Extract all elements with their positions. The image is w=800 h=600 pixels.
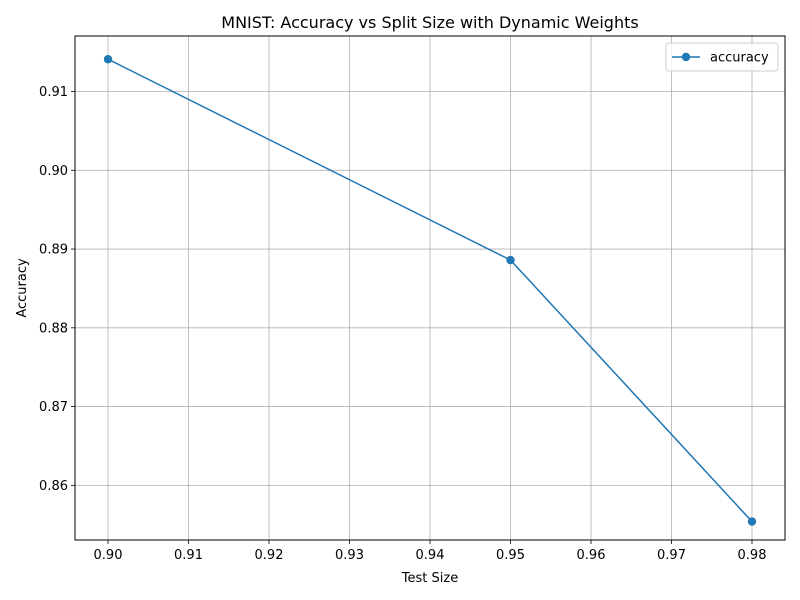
x-tick-label: 0.98 — [738, 548, 767, 563]
legend-marker-icon — [681, 52, 691, 62]
data-point — [747, 517, 757, 526]
data-point — [506, 255, 515, 265]
x-tick-label: 0.90 — [94, 548, 123, 563]
grid — [75, 36, 785, 540]
x-tick-label: 0.95 — [496, 548, 525, 563]
legend-box — [665, 42, 779, 72]
x-tick-label: 0.93 — [335, 548, 364, 563]
y-tick-label: 0.90 — [39, 164, 68, 179]
y-tick-label: 0.86 — [39, 479, 68, 494]
y-axis-label: Accuracy — [15, 258, 30, 318]
y-tick-label: 0.89 — [39, 243, 68, 258]
x-tick-label: 0.91 — [174, 548, 203, 563]
x-tick-label: 0.97 — [657, 548, 686, 563]
data-point — [103, 55, 113, 64]
chart-title: MNIST: Accuracy vs Split Size with Dynam… — [221, 13, 638, 32]
axis-ticks: 0.90 0.91 0.92 0.93 0.94 0.95 0.96 0.97 0.98 0.86… — [39, 85, 766, 563]
legend-label: accuracy — [710, 51, 769, 66]
series-layer — [103, 55, 757, 526]
y-tick-label: 0.88 — [39, 321, 68, 336]
x-tick-label: 0.92 — [255, 548, 284, 563]
x-tick-label: 0.96 — [577, 548, 606, 563]
legend: accuracy — [665, 42, 779, 72]
y-tick-label: 0.87 — [39, 400, 68, 415]
y-tick-label: 0.91 — [39, 85, 68, 100]
x-axis-label: Test Size — [401, 571, 458, 586]
x-tick-label: 0.94 — [416, 548, 445, 563]
